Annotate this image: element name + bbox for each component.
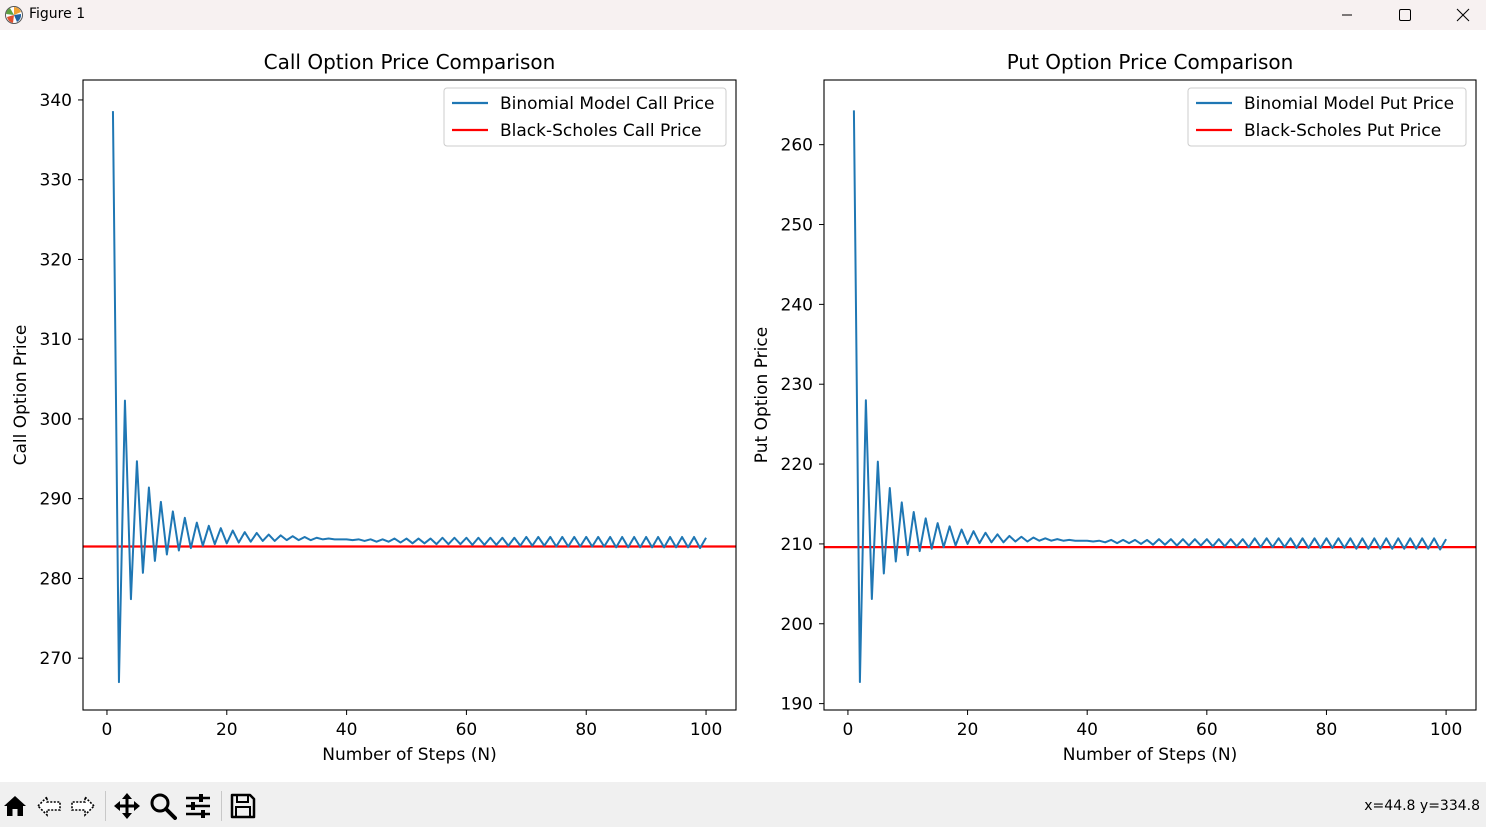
legend-black-scholes-label: Black-Scholes Call Price	[500, 121, 702, 141]
toolbar-separator	[105, 791, 106, 821]
x-tick-label: 20	[216, 720, 238, 740]
forward-button[interactable]	[68, 792, 98, 820]
x-axis-label: Number of Steps (N)	[322, 745, 496, 765]
minimize-button[interactable]	[1318, 0, 1376, 30]
window-titlebar: Figure 1	[0, 0, 1486, 30]
x-tick-label: 40	[1076, 720, 1098, 740]
save-icon	[230, 793, 256, 819]
x-tick-label: 100	[690, 720, 722, 740]
x-tick-label: 60	[456, 720, 478, 740]
save-button[interactable]	[228, 792, 258, 820]
pan-button[interactable]	[112, 792, 142, 820]
plot-area	[83, 80, 736, 710]
figure-canvas[interactable]: 0 20 40 60 80 100 270 280 290 300 310 320 330 340 Call…	[0, 30, 1486, 782]
x-tick-label: 0	[843, 720, 854, 740]
legend-box	[1187, 87, 1467, 147]
y-tick-label: 210	[781, 535, 813, 555]
forward-icon	[71, 795, 96, 817]
x-tick-label: 80	[575, 720, 597, 740]
put-price-chart: 0 20 40 60 80 100 190 200 210 220 230 240 250 260 Put …	[752, 50, 1477, 765]
x-tick-label: 0	[102, 720, 113, 740]
close-button[interactable]	[1434, 0, 1486, 30]
toolbar-separator	[221, 791, 222, 821]
navigation-toolbar: x=44.8 y=334.8	[0, 782, 1486, 827]
chart-title: Call Option Price Comparison	[264, 50, 556, 74]
close-icon	[1456, 8, 1470, 22]
minimize-icon	[1342, 14, 1352, 16]
configure-subplots-icon	[186, 794, 210, 818]
y-tick-label: 300	[40, 410, 72, 430]
y-tick-label: 230	[781, 375, 813, 395]
chart-legend: Binomial Model Put Price Black-Scholes Pu…	[1187, 87, 1467, 147]
binomial-price-line	[852, 110, 1447, 684]
y-tick-label: 280	[40, 569, 72, 589]
x-tick-label: 20	[957, 720, 979, 740]
y-tick-label: 240	[781, 295, 813, 315]
x-tick-label: 100	[1430, 720, 1462, 740]
configure-subplots-button[interactable]	[183, 792, 213, 820]
back-button[interactable]	[34, 792, 64, 820]
x-axis-label: Number of Steps (N)	[1063, 745, 1237, 765]
chart-title: Put Option Price Comparison	[1007, 50, 1294, 74]
chart-legend: Binomial Model Call Price Black-Scholes C…	[443, 87, 727, 147]
y-tick-label: 250	[781, 216, 813, 236]
home-icon	[4, 796, 26, 816]
maximize-button[interactable]	[1376, 0, 1434, 30]
y-tick-label: 190	[781, 695, 813, 715]
back-icon	[36, 795, 61, 817]
axes-frame	[82, 79, 737, 711]
x-tick-label: 60	[1196, 720, 1218, 740]
call-price-chart: 0 20 40 60 80 100 270 280 290 300 310 320 330 340 Call…	[11, 50, 737, 765]
legend-binomial-label: Binomial Model Put Price	[1244, 94, 1454, 114]
y-tick-label: 260	[781, 136, 813, 156]
y-axis-label: Put Option Price	[752, 327, 772, 463]
y-tick-label: 200	[781, 615, 813, 635]
figure-svg: 0 20 40 60 80 100 270 280 290 300 310 320 330 340 Call…	[11, 50, 1477, 765]
cursor-coordinates: x=44.8 y=334.8	[1364, 798, 1480, 814]
axes-frame	[823, 79, 1477, 711]
zoom-button[interactable]	[148, 792, 178, 820]
home-button[interactable]	[0, 792, 30, 820]
x-tick-label: 40	[336, 720, 358, 740]
legend-binomial-label: Binomial Model Call Price	[500, 94, 714, 114]
binomial-price-line	[111, 111, 707, 684]
window-title: Figure 1	[29, 6, 86, 22]
y-tick-label: 310	[40, 330, 72, 350]
matplotlib-logo-icon	[5, 6, 23, 24]
y-tick-label: 270	[40, 649, 72, 669]
y-tick-label: 330	[40, 171, 72, 191]
pan-icon	[114, 793, 140, 819]
legend-box	[443, 87, 727, 147]
y-axis-label: Call Option Price	[11, 325, 31, 466]
y-tick-label: 320	[40, 250, 72, 270]
y-tick-label: 340	[40, 91, 72, 111]
maximize-icon	[1399, 9, 1411, 21]
x-tick-label: 80	[1316, 720, 1338, 740]
plot-area	[824, 80, 1476, 710]
zoom-icon	[150, 793, 177, 820]
legend-black-scholes-label: Black-Scholes Put Price	[1244, 121, 1441, 141]
y-tick-label: 290	[40, 490, 72, 510]
y-tick-label: 220	[781, 455, 813, 475]
